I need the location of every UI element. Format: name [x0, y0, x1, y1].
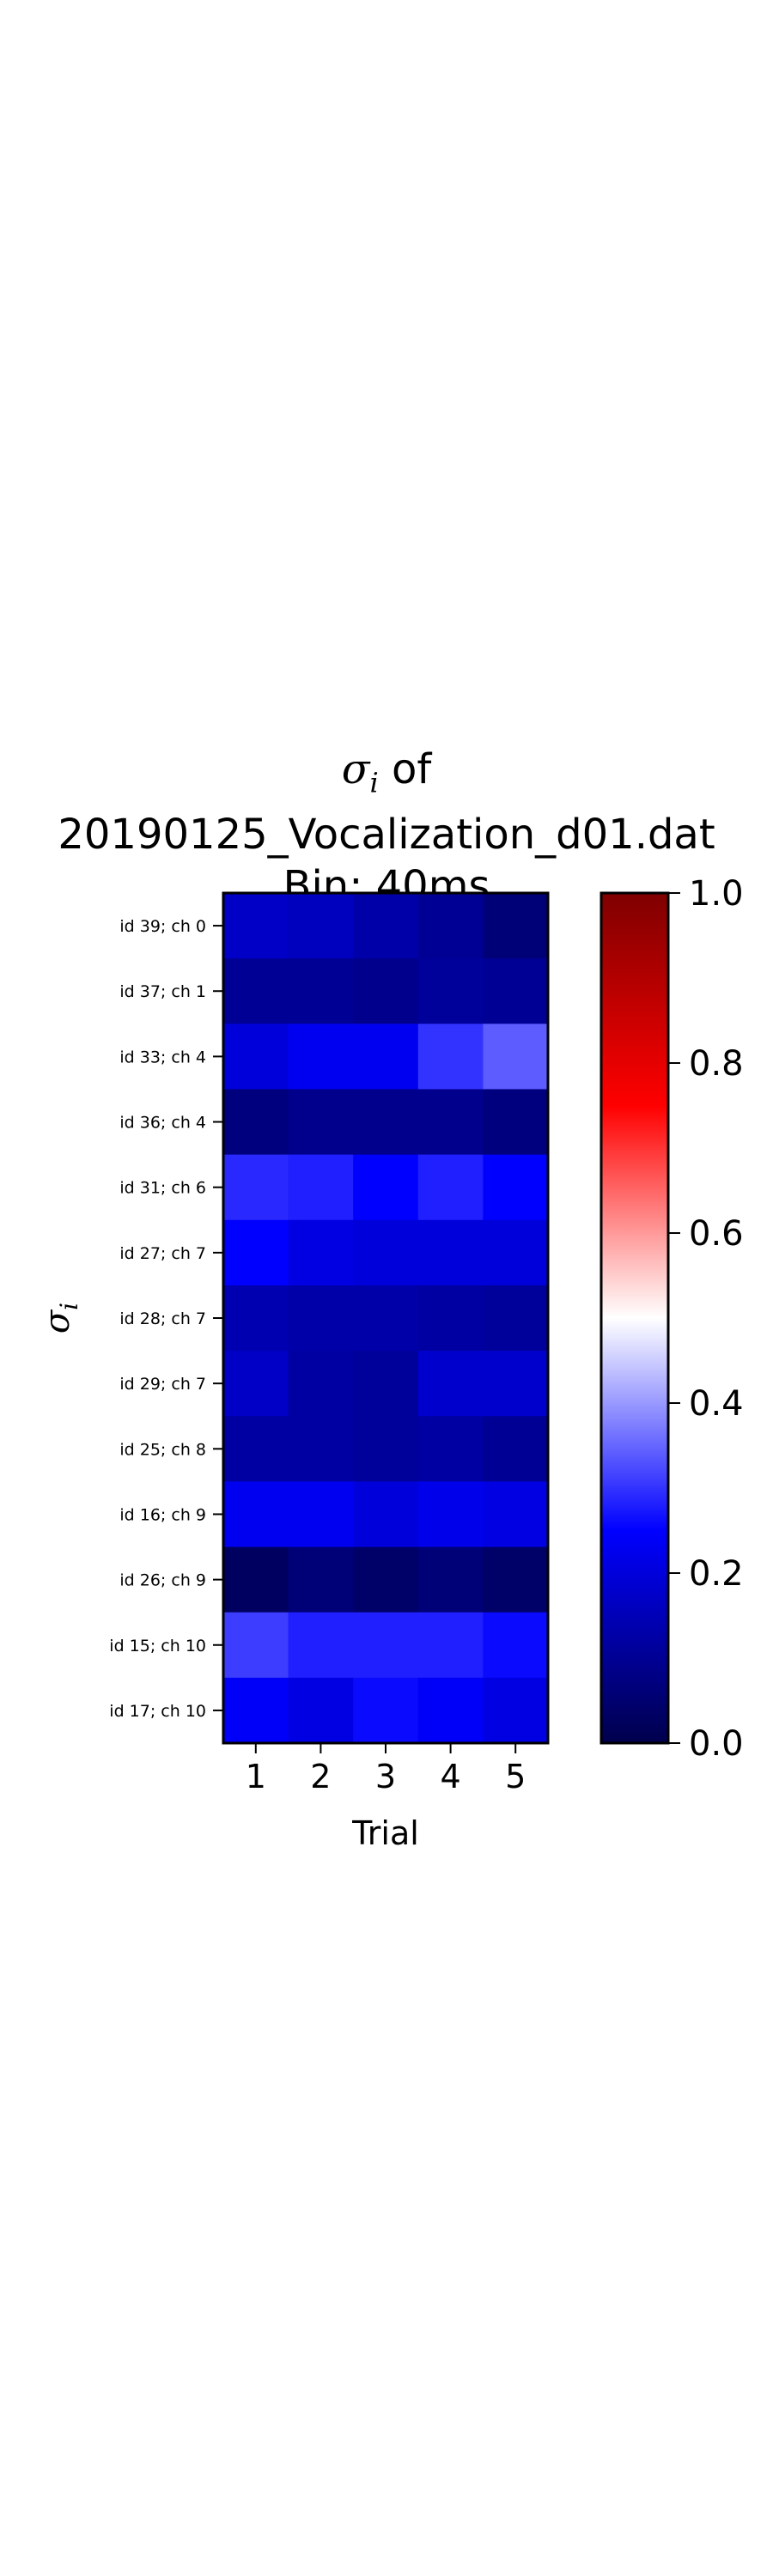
heatmap-cell: [288, 1089, 354, 1156]
heatmap-cell: [353, 1154, 419, 1221]
heatmap-cell: [223, 958, 289, 1024]
colorbar-tick-label: 1.0: [689, 874, 744, 914]
x-tick-label: 1: [246, 1758, 266, 1795]
heatmap-cell: [417, 1351, 484, 1417]
heatmap-cell: [353, 1612, 419, 1679]
y-axis-label: σi: [38, 1303, 83, 1334]
heatmap-cell: [223, 1219, 289, 1286]
heatmap-cell: [353, 1219, 419, 1286]
title-line-2: 20190125_Vocalization_d01.dat: [58, 810, 715, 859]
y-tick-label: id 16; ch 9: [119, 1505, 206, 1524]
heatmap-cell: [288, 1677, 354, 1744]
heatmap-cell: [353, 1351, 419, 1417]
x-tick-label: 2: [310, 1758, 331, 1795]
heatmap-cell: [223, 1285, 289, 1352]
heatmap-cell: [288, 1154, 354, 1221]
heatmap-cell: [223, 1089, 289, 1156]
x-tick-group: 1 2 3 4 5: [246, 1743, 526, 1795]
heatmap-cell: [483, 1089, 549, 1156]
heatmap-cell: [483, 1351, 549, 1417]
colorbar-tick-label: 0.6: [689, 1214, 744, 1254]
y-tick-label: id 28; ch 7: [119, 1309, 206, 1328]
heatmap-cell: [483, 1154, 549, 1221]
heatmap-cell: [417, 1219, 484, 1286]
colorbar-tick-label: 0.4: [689, 1384, 744, 1424]
heatmap-cell: [223, 893, 289, 959]
heatmap-cell: [483, 958, 549, 1024]
colorbar-tick-label: 0.0: [689, 1724, 744, 1764]
y-tick-label: id 31; ch 6: [119, 1179, 206, 1198]
heatmap-cell: [223, 1154, 289, 1221]
heatmap-cell: [223, 1546, 289, 1613]
heatmap-cell: [417, 1612, 484, 1679]
heatmap-cell: [483, 1416, 549, 1482]
y-tick-label: id 26; ch 9: [119, 1571, 206, 1590]
heatmap-cell: [353, 958, 419, 1024]
heatmap-cell: [223, 1481, 289, 1548]
x-axis-label: Trial: [351, 1814, 419, 1852]
colorbar: [600, 891, 670, 1745]
heatmap-cell: [417, 1481, 484, 1548]
heatmap-cell: [288, 1481, 354, 1548]
y-tick-label: id 15; ch 10: [109, 1637, 206, 1656]
heatmap-cell: [483, 1546, 549, 1613]
y-tick-label: id 33; ch 4: [119, 1048, 206, 1066]
heatmap-cell: [288, 1612, 354, 1679]
y-tick-group: id 39; ch 0 id 37; ch 1 id 33; ch 4 id 36; …: [109, 917, 223, 1721]
heatmap-cell: [417, 958, 484, 1024]
heatmap-cell: [417, 1677, 484, 1744]
colorbar-tick-group: 0.0 0.2 0.4 0.6 0.8 1.0: [668, 874, 744, 1764]
heatmap-cell: [483, 1612, 549, 1679]
heatmap-cell: [483, 893, 549, 959]
x-tick-label: 3: [375, 1758, 396, 1795]
heatmap-cell: [483, 1285, 549, 1352]
heatmap-cell: [223, 1416, 289, 1482]
heatmap-cell: [417, 1416, 484, 1482]
heatmap-cell: [288, 1416, 354, 1482]
y-tick-label: id 39; ch 0: [119, 917, 206, 936]
heatmap-cell: [353, 1089, 419, 1156]
heatmap-cell: [353, 1677, 419, 1744]
y-tick-label: id 29; ch 7: [119, 1375, 206, 1394]
heatmap-cell: [288, 1219, 354, 1286]
heatmap-cell: [483, 1219, 549, 1286]
y-tick-label: id 27; ch 7: [119, 1244, 206, 1263]
colorbar-tick-label: 0.8: [689, 1044, 744, 1084]
colorbar-tick-label: 0.2: [689, 1554, 744, 1594]
heatmap-cell: [288, 1024, 354, 1091]
x-tick-label: 5: [505, 1758, 526, 1795]
heatmap-cell: [223, 1024, 289, 1091]
heatmap-cell: [353, 1546, 419, 1613]
heatmap-cell: [353, 1024, 419, 1091]
y-tick-label: id 37; ch 1: [119, 982, 206, 1001]
heatmap-cell: [483, 1481, 549, 1548]
heatmap-cell: [353, 1416, 419, 1482]
heatmap-cell: [288, 893, 354, 959]
heatmap-cell: [353, 1481, 419, 1548]
heatmap-cell: [417, 893, 484, 959]
heatmap-cell: [417, 1024, 484, 1091]
heatmap-cell: [288, 1285, 354, 1352]
heatmap-cell: [417, 1546, 484, 1613]
heatmap-cell: [483, 1024, 549, 1091]
heatmap-cell: [483, 1677, 549, 1744]
heatmap-cell: [288, 958, 354, 1024]
heatmap-cells: [223, 893, 549, 1744]
heatmap-cell: [223, 1612, 289, 1679]
y-tick-label: id 17; ch 10: [109, 1702, 206, 1721]
y-tick-label: id 25; ch 8: [119, 1440, 206, 1459]
title-line-1: σi of: [341, 745, 432, 799]
y-tick-label: id 36; ch 4: [119, 1114, 206, 1133]
heatmap-cell: [353, 893, 419, 959]
x-tick-label: 4: [441, 1758, 461, 1795]
heatmap-cell: [288, 1546, 354, 1613]
heatmap-cell: [223, 1351, 289, 1417]
heatmap-cell: [223, 1677, 289, 1744]
heatmap-cell: [417, 1285, 484, 1352]
heatmap-cell: [417, 1089, 484, 1156]
heatmap-cell: [288, 1351, 354, 1417]
heatmap-cell: [353, 1285, 419, 1352]
heatmap-cell: [417, 1154, 484, 1221]
